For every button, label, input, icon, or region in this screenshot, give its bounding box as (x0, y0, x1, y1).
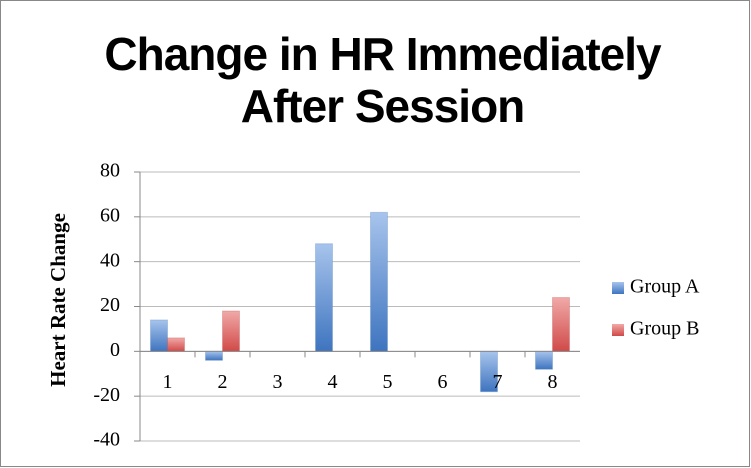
chart-title: Change in HR Immediately After Session (104, 28, 661, 132)
bar (167, 337, 185, 352)
bar (535, 350, 553, 370)
bar (315, 243, 333, 352)
x-tick-label: 3 (273, 371, 283, 393)
y-tick-label: 80 (100, 160, 120, 182)
legend-label: Group A (630, 276, 700, 298)
y-tick-label: 60 (100, 204, 120, 226)
bar (552, 297, 570, 352)
bar (205, 350, 223, 361)
y-tick-label: 0 (110, 339, 120, 361)
bar (222, 310, 240, 352)
bar (150, 319, 168, 352)
y-tick-label: 20 (100, 294, 120, 316)
bar (370, 211, 388, 352)
y-tick-label: -40 (93, 429, 120, 451)
x-tick-label: 2 (218, 371, 228, 393)
legend-label: Group B (630, 318, 699, 340)
x-tick-label: 1 (163, 371, 173, 393)
x-tick-label: 7 (493, 371, 503, 393)
y-axis-label: Heart Rate Change (46, 213, 70, 387)
x-tick-label: 6 (438, 371, 448, 393)
x-tick-label: 4 (328, 371, 338, 393)
legend-swatch (612, 324, 624, 336)
y-tick-label: -20 (93, 384, 120, 406)
y-tick-label: 40 (100, 249, 120, 271)
x-tick-label: 8 (548, 371, 558, 393)
x-tick-label: 5 (383, 371, 393, 393)
legend-swatch (612, 282, 624, 294)
